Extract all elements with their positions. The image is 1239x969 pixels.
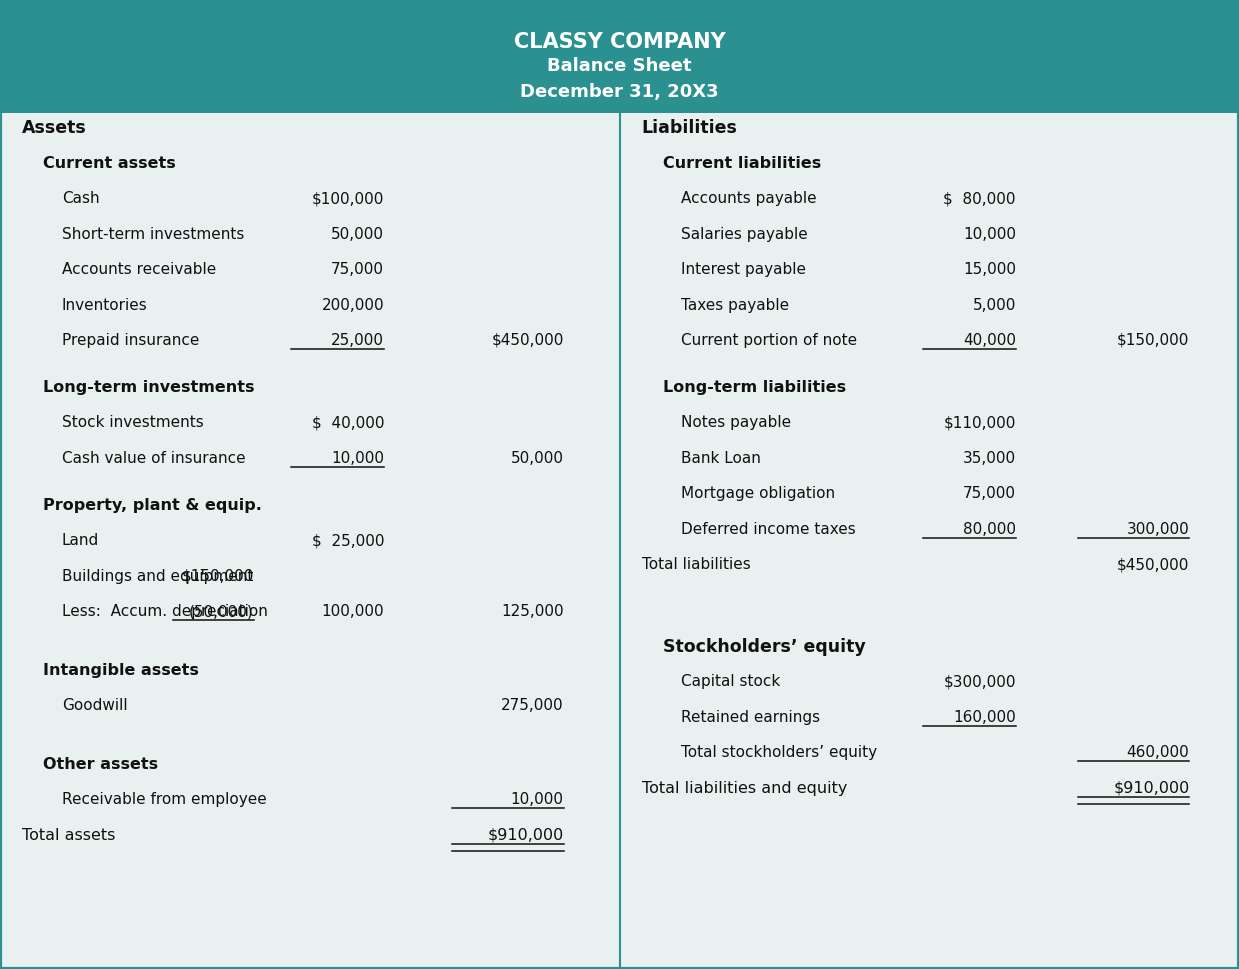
Text: 5,000: 5,000 [973, 297, 1016, 312]
Text: 50,000: 50,000 [331, 227, 384, 241]
Text: 75,000: 75,000 [963, 485, 1016, 501]
Text: $910,000: $910,000 [487, 827, 564, 842]
FancyBboxPatch shape [0, 0, 1239, 114]
Text: Intangible assets: Intangible assets [43, 662, 199, 677]
Text: $150,000: $150,000 [182, 568, 254, 583]
Text: 460,000: 460,000 [1126, 744, 1189, 760]
Text: Other assets: Other assets [43, 756, 159, 771]
Text: 80,000: 80,000 [963, 521, 1016, 536]
Text: 40,000: 40,000 [963, 332, 1016, 348]
Text: Inventories: Inventories [62, 297, 147, 312]
Text: Accounts payable: Accounts payable [681, 191, 817, 206]
Text: Deferred income taxes: Deferred income taxes [681, 521, 856, 536]
Text: 125,000: 125,000 [501, 604, 564, 618]
Text: 25,000: 25,000 [331, 332, 384, 348]
Text: Bank Loan: Bank Loan [681, 451, 761, 465]
Text: $100,000: $100,000 [312, 191, 384, 206]
Text: 160,000: 160,000 [953, 709, 1016, 724]
Text: Cash value of insurance: Cash value of insurance [62, 451, 245, 465]
Text: Current assets: Current assets [43, 156, 176, 171]
Text: Capital stock: Capital stock [681, 673, 781, 689]
Text: Mortgage obligation: Mortgage obligation [681, 485, 835, 501]
Text: Assets: Assets [22, 119, 87, 137]
Text: Goodwill: Goodwill [62, 698, 128, 712]
Text: 10,000: 10,000 [963, 227, 1016, 241]
Text: Property, plant & equip.: Property, plant & equip. [43, 497, 263, 513]
Text: Less:  Accum. depreciation: Less: Accum. depreciation [62, 604, 268, 618]
Text: Cash: Cash [62, 191, 99, 206]
Text: Notes payable: Notes payable [681, 415, 792, 430]
Text: 75,000: 75,000 [331, 262, 384, 277]
Text: 100,000: 100,000 [321, 604, 384, 618]
Text: $450,000: $450,000 [492, 332, 564, 348]
Text: December 31, 20X3: December 31, 20X3 [520, 83, 719, 101]
Text: 10,000: 10,000 [331, 451, 384, 465]
Text: 35,000: 35,000 [963, 451, 1016, 465]
Text: Current liabilities: Current liabilities [663, 156, 821, 171]
Text: 10,000: 10,000 [510, 792, 564, 806]
Text: Taxes payable: Taxes payable [681, 297, 789, 312]
Text: Total liabilities: Total liabilities [642, 556, 751, 572]
Text: 15,000: 15,000 [963, 262, 1016, 277]
Text: Long-term investments: Long-term investments [43, 380, 255, 394]
Text: Salaries payable: Salaries payable [681, 227, 808, 241]
Text: $  80,000: $ 80,000 [943, 191, 1016, 206]
Text: Retained earnings: Retained earnings [681, 709, 820, 724]
Text: Total liabilities and equity: Total liabilities and equity [642, 780, 847, 795]
Text: $110,000: $110,000 [944, 415, 1016, 430]
Text: Current portion of note: Current portion of note [681, 332, 857, 348]
Text: Interest payable: Interest payable [681, 262, 807, 277]
Text: Receivable from employee: Receivable from employee [62, 792, 266, 806]
Text: Stockholders’ equity: Stockholders’ equity [663, 637, 866, 655]
Text: Accounts receivable: Accounts receivable [62, 262, 216, 277]
Text: $  40,000: $ 40,000 [311, 415, 384, 430]
Text: Short-term investments: Short-term investments [62, 227, 244, 241]
Text: $150,000: $150,000 [1118, 332, 1189, 348]
Text: Balance Sheet: Balance Sheet [548, 57, 691, 75]
Text: (50,000): (50,000) [190, 604, 254, 618]
Text: Total assets: Total assets [22, 827, 115, 842]
Text: 200,000: 200,000 [321, 297, 384, 312]
Text: $  25,000: $ 25,000 [311, 533, 384, 547]
Text: CLASSY COMPANY: CLASSY COMPANY [514, 32, 725, 51]
Text: Buildings and equipment: Buildings and equipment [62, 568, 253, 583]
Text: Long-term liabilities: Long-term liabilities [663, 380, 846, 394]
Text: 50,000: 50,000 [510, 451, 564, 465]
Text: $450,000: $450,000 [1118, 556, 1189, 572]
Text: Land: Land [62, 533, 99, 547]
Text: Stock investments: Stock investments [62, 415, 203, 430]
Text: 300,000: 300,000 [1126, 521, 1189, 536]
Text: $300,000: $300,000 [943, 673, 1016, 689]
Text: $910,000: $910,000 [1113, 780, 1189, 795]
Text: Liabilities: Liabilities [642, 119, 737, 137]
Text: Total stockholders’ equity: Total stockholders’ equity [681, 744, 877, 760]
Text: 275,000: 275,000 [501, 698, 564, 712]
Text: Prepaid insurance: Prepaid insurance [62, 332, 199, 348]
